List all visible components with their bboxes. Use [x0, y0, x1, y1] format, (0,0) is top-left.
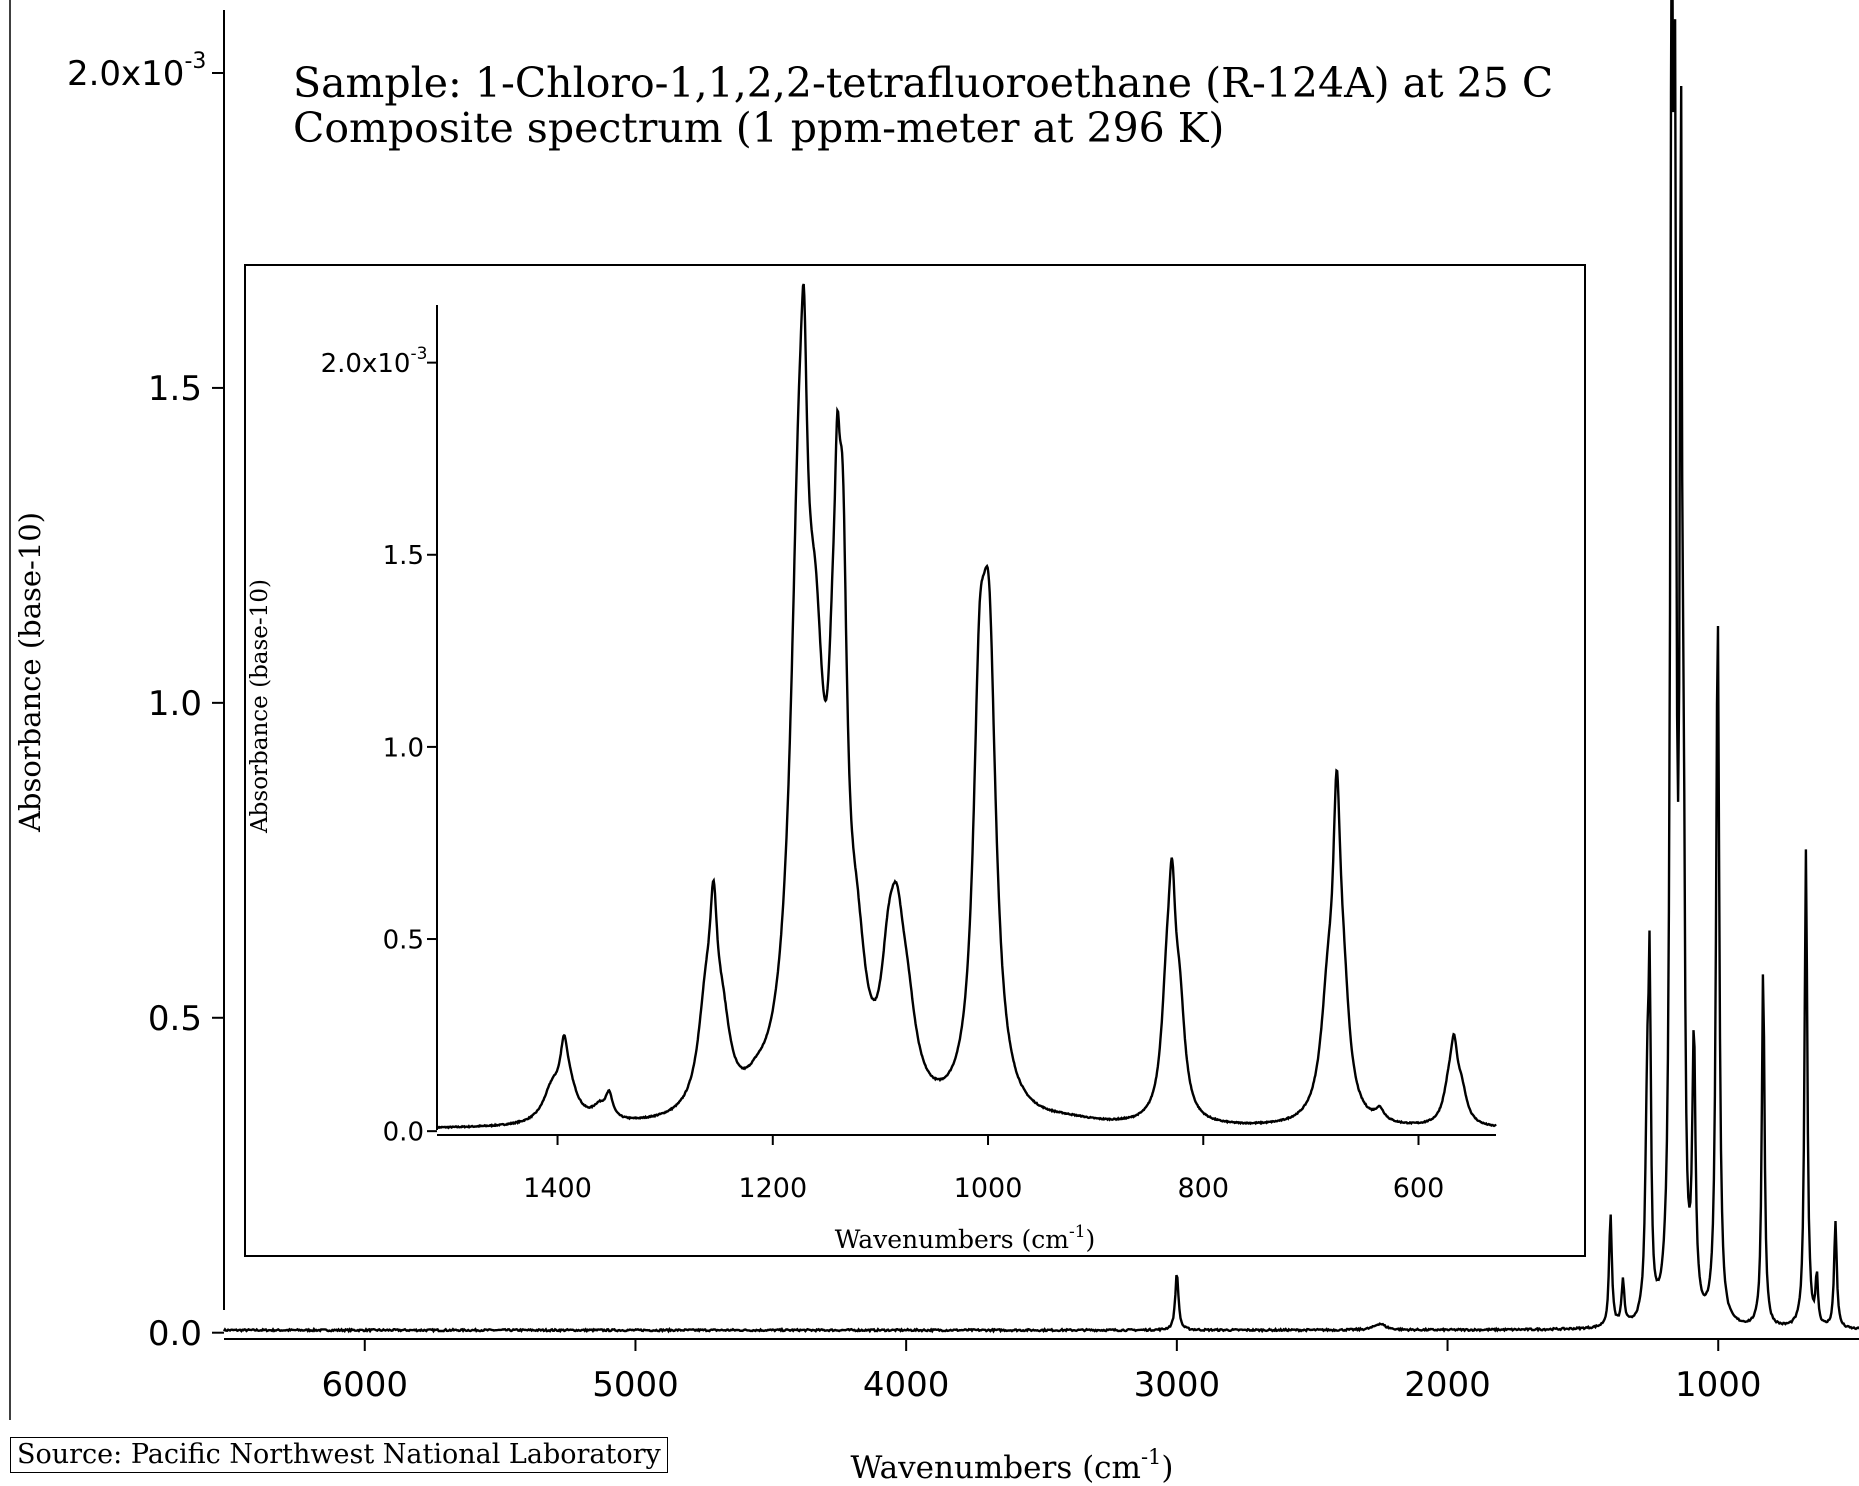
- main-y-axis-label: Absorbance (base-10): [13, 512, 47, 833]
- main-y-tick-label: 1.5: [148, 369, 202, 409]
- inset-x-tick-label: 1400: [523, 1173, 592, 1204]
- inset-x-tick-label: 1200: [738, 1173, 807, 1204]
- main-spectrum-line: [222, 0, 1859, 1334]
- main-x-axis-label: Wavenumbers (cm-1): [850, 1445, 1173, 1486]
- inset-y-tick-label: 1.5: [383, 541, 424, 571]
- main-x-tick-label: 6000: [321, 1365, 408, 1405]
- main-x-tick-label: 4000: [863, 1365, 950, 1405]
- inset-y-tick-label: 0.0: [383, 1118, 424, 1148]
- inset-plot: 0.00.51.01.52.0x10-3 1400 1200 1000 800 600 …: [244, 264, 1586, 1257]
- inset-x-tick-label: 600: [1393, 1173, 1445, 1204]
- main-title: Sample: 1-Chloro-1,1,2,2-tetrafluoroetha…: [293, 59, 1553, 107]
- main-x-tick-label: 1000: [1675, 1365, 1762, 1405]
- main-y-ticks: 0.0 0.5 1.0 1.5 2.0x10-3: [67, 49, 224, 1354]
- inset-y-tick-label: 1.0: [383, 733, 424, 763]
- main-y-tick-label: 1.0: [148, 684, 202, 724]
- inset-y-axis-label: Absorbance (base-10): [247, 579, 273, 834]
- inset-y-ticks: 0.0 0.5 1.0 1.5 2.0x10-3: [321, 344, 437, 1148]
- inset-x-tick-label: 800: [1177, 1173, 1229, 1204]
- main-x-tick-label: 5000: [592, 1365, 679, 1405]
- source-credit: Source: Pacific Northwest National Labor…: [10, 1437, 668, 1473]
- main-y-tick-label: 0.0: [148, 1314, 202, 1354]
- main-y-tick-label: 0.5: [148, 999, 202, 1039]
- main-x-tick-label: 2000: [1404, 1365, 1491, 1405]
- main-subtitle: Composite spectrum (1 ppm-meter at 296 K…: [293, 104, 1224, 152]
- inset-spectrum-line: [435, 283, 1497, 1130]
- inset-x-ticks: 1400 1200 1000 800 600: [523, 1135, 1444, 1204]
- inset-frame: [244, 264, 1586, 1257]
- inset-y-tick-label: 2.0x10-3: [321, 344, 428, 379]
- main-y-tick-label: 2.0x10-3: [67, 49, 206, 94]
- inset-x-axis-label: Wavenumbers (cm-1): [835, 1222, 1096, 1254]
- main-plot: 0.0 0.5 1.0 1.5 2.0x10-3 6000 5000 4000 3000 200…: [9, 0, 1859, 1486]
- main-x-ticks: 6000 5000 4000 3000 2000 1000: [321, 1339, 1762, 1405]
- inset-y-tick-label: 0.5: [383, 925, 424, 955]
- main-x-tick-label: 3000: [1134, 1365, 1221, 1405]
- inset-x-tick-label: 1000: [954, 1173, 1023, 1204]
